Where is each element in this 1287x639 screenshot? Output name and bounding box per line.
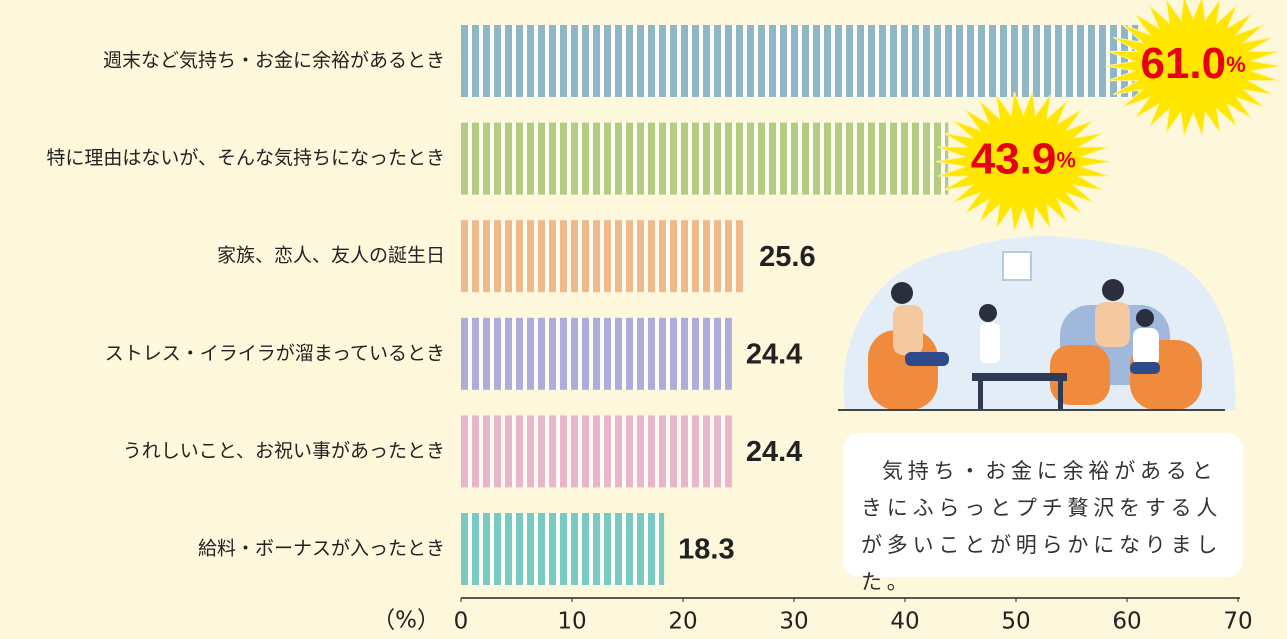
x-tick-label: 30	[779, 609, 808, 635]
bar	[461, 513, 664, 585]
x-tick-label: 60	[1112, 609, 1141, 635]
value-label: 24.4	[746, 338, 802, 370]
category-label: 週末など気持ち・お金に余裕があるとき	[103, 50, 445, 72]
category-label: 給料・ボーナスが入ったとき	[198, 538, 445, 560]
x-tick-label: 40	[890, 609, 919, 635]
category-label: 家族、恋人、友人の誕生日	[217, 245, 445, 267]
value-label: 24.4	[746, 436, 802, 468]
bar	[461, 318, 732, 390]
annotation: 気持ち・お金に余裕があるときにふらっとプチ贅沢をする人が多いことが明らかになりま…	[843, 433, 1243, 577]
bar	[461, 123, 948, 195]
x-tick-label: 0	[454, 609, 469, 635]
page: （%） 010203040506070週末など気持ち・お金に余裕があるとき61.…	[0, 0, 1287, 639]
x-tick-label: 20	[668, 609, 697, 635]
category-label: 特に理由はないが、そんな気持ちになったとき	[46, 147, 445, 169]
x-tick-label: 10	[557, 609, 586, 635]
x-tick-label: 50	[1001, 609, 1030, 635]
illustration	[838, 236, 1235, 410]
bar	[461, 220, 745, 292]
x-tick-label: 70	[1223, 609, 1252, 635]
x-axis-unit: （%）	[372, 608, 440, 634]
bar	[461, 415, 732, 487]
category-label: うれしいこと、お祝い事があったとき	[123, 440, 445, 462]
value-label: 25.6	[759, 241, 815, 273]
value-label: 18.3	[678, 534, 734, 566]
category-label: ストレス・イライラが溜まっているとき	[105, 342, 445, 364]
bar	[461, 25, 1138, 97]
